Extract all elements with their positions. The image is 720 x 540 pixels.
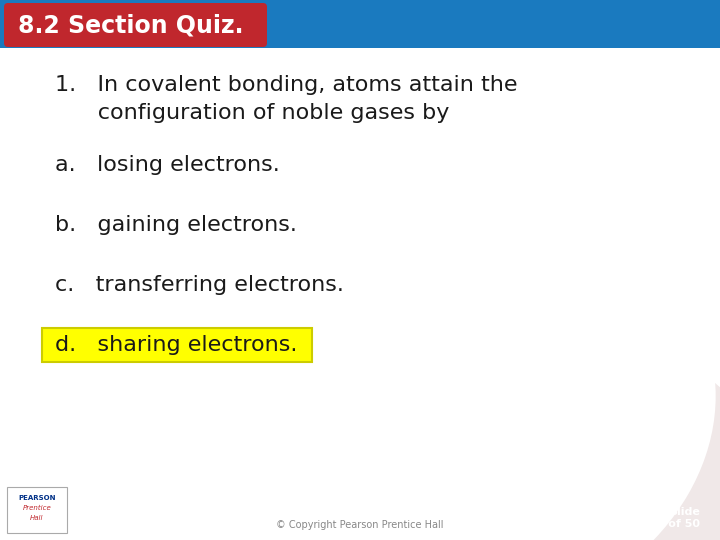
Text: d.   sharing electrons.: d. sharing electrons. [55, 335, 297, 355]
FancyBboxPatch shape [4, 3, 267, 47]
Text: © Copyright Pearson Prentice Hall: © Copyright Pearson Prentice Hall [276, 520, 444, 530]
Text: a.   losing electrons.: a. losing electrons. [55, 155, 280, 175]
Text: 8.2 Section Quiz.: 8.2 Section Quiz. [18, 13, 243, 37]
Text: Prentice: Prentice [22, 505, 51, 511]
Text: 51 of 50: 51 of 50 [649, 519, 700, 529]
Ellipse shape [573, 406, 720, 540]
Ellipse shape [441, 349, 720, 540]
FancyBboxPatch shape [42, 328, 312, 362]
Bar [0, 0, 720, 48]
Text: 1.   In covalent bonding, atoms attain the: 1. In covalent bonding, atoms attain the [55, 75, 518, 95]
Text: PEARSON: PEARSON [18, 495, 55, 501]
Ellipse shape [603, 457, 720, 540]
FancyBboxPatch shape [7, 487, 67, 533]
Ellipse shape [244, 215, 716, 540]
Text: b.   gaining electrons.: b. gaining electrons. [55, 215, 297, 235]
Text: Slide: Slide [669, 507, 700, 517]
Text: c.   transferring electrons.: c. transferring electrons. [55, 275, 344, 295]
Text: Hall: Hall [30, 515, 44, 521]
Text: configuration of noble gases by: configuration of noble gases by [55, 103, 449, 123]
